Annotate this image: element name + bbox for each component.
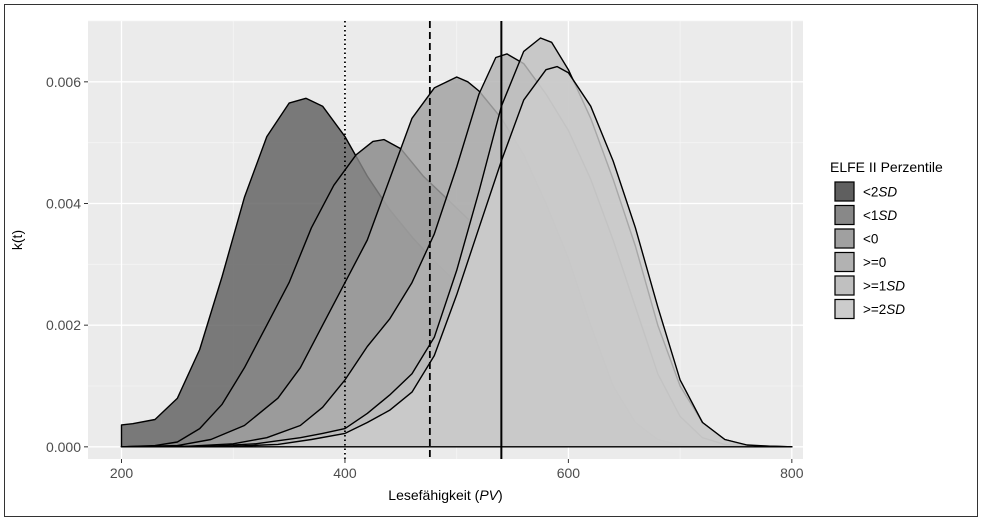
legend-title: ELFE II Perzentile bbox=[830, 159, 943, 175]
legend-swatch bbox=[834, 181, 855, 202]
y-axis-title: k(t) bbox=[9, 230, 25, 250]
legend-label-prefix: <2 bbox=[863, 185, 878, 200]
legend-swatch bbox=[834, 204, 855, 226]
legend-label: <0 bbox=[863, 232, 878, 247]
legend-label-italic: SD bbox=[878, 208, 897, 223]
x-axis: 200 400 600 800 bbox=[110, 459, 804, 481]
reference-lines bbox=[344, 21, 503, 459]
legend-label: >=2SD bbox=[863, 302, 905, 317]
legend-label-italic: SD bbox=[878, 185, 897, 200]
x-axis-title-main: Lesefähigkeit ( bbox=[388, 487, 479, 503]
chart-frame bbox=[4, 4, 978, 517]
density-areas bbox=[120, 37, 793, 448]
y-tick-label: 0.002 bbox=[46, 317, 81, 333]
legend-label: >=1SD bbox=[863, 279, 905, 294]
y-tick-label: 0.004 bbox=[46, 196, 81, 212]
y-tick-label: 0.000 bbox=[46, 439, 81, 455]
legend-label-italic: SD bbox=[886, 302, 905, 317]
legend-label: >=0 bbox=[863, 255, 886, 270]
legend-label: <1SD bbox=[863, 208, 897, 223]
x-tick-label: 600 bbox=[557, 465, 581, 481]
legend-label-prefix: <1 bbox=[863, 208, 878, 223]
legend-label-prefix: >=0 bbox=[863, 255, 886, 270]
y-axis: 0.000 0.002 0.004 0.006 bbox=[46, 74, 88, 455]
legend-swatch bbox=[834, 251, 855, 273]
legend: ELFE II Perzentile <2SD<1SD<0>=0>=1SD>=2… bbox=[830, 159, 943, 320]
legend-label: <2SD bbox=[863, 185, 897, 200]
x-tick-label: 800 bbox=[780, 465, 804, 481]
x-tick-label: 400 bbox=[333, 465, 357, 481]
x-tick-label: 200 bbox=[110, 465, 134, 481]
legend-swatch bbox=[834, 275, 855, 296]
x-axis-title: Lesefähigkeit (PV) bbox=[388, 487, 502, 503]
x-axis-title-italic: PV bbox=[479, 487, 499, 503]
legend-label-italic: SD bbox=[886, 279, 905, 294]
x-axis-title-end: ) bbox=[498, 487, 503, 503]
legend-label-prefix: >=1 bbox=[863, 279, 886, 294]
legend-label-prefix: <0 bbox=[863, 232, 878, 247]
legend-swatch bbox=[834, 298, 855, 320]
legend-label-prefix: >=2 bbox=[863, 302, 886, 317]
density-area-6 bbox=[120, 65, 793, 448]
y-tick-label: 0.006 bbox=[46, 74, 81, 90]
legend-swatch bbox=[834, 228, 855, 249]
